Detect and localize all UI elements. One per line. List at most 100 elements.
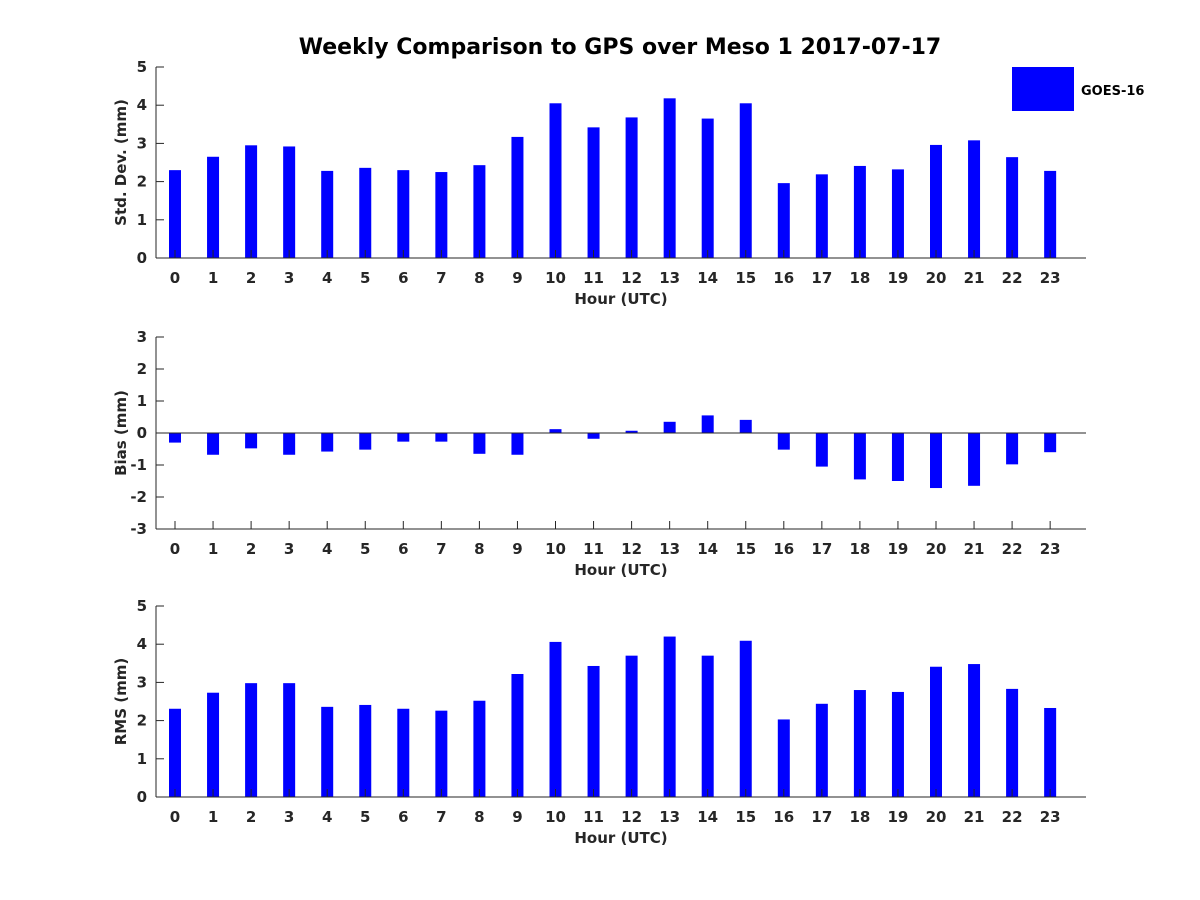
bar-hour-14 [701,118,714,258]
y-tick-label: 1 [137,211,147,229]
bar-hour-15 [739,419,752,433]
x-tick-label: 18 [849,540,870,558]
bar-hour-5 [359,704,372,797]
x-tick-label: 14 [697,269,718,287]
bar-hour-19 [891,691,904,797]
y-tick-label: 0 [137,788,147,806]
chart-title: Weekly Comparison to GPS over Meso 1 201… [299,35,941,60]
bar-hour-0 [169,433,181,443]
y-tick-label: -1 [130,456,147,474]
x-tick-label: 18 [849,269,870,287]
legend-label: GOES-16 [1081,84,1144,99]
legend-swatch [1012,67,1074,111]
bar-hour-11 [587,665,600,797]
x-tick-label: 15 [735,269,756,287]
x-axis-label: Hour (UTC) [574,829,667,847]
bar-hour-12 [625,655,638,797]
x-axis-label: Hour (UTC) [574,290,667,308]
x-tick-label: 21 [964,540,985,558]
x-tick-label: 6 [398,540,408,558]
x-tick-label: 15 [735,808,756,826]
bar-hour-22 [1006,433,1019,465]
bar-hour-23 [1044,707,1057,797]
bar-hour-7 [435,710,448,797]
x-tick-label: 23 [1040,269,1061,287]
bar-hour-6 [397,708,410,797]
y-axis-label: Bias (mm) [112,390,130,476]
bar-hour-8 [473,165,486,258]
x-tick-label: 7 [436,269,446,287]
bar-hour-13 [663,98,676,258]
y-axis-label: Std. Dev. (mm) [112,99,130,226]
bar-hour-4 [321,170,334,258]
bar-hour-12 [625,117,638,258]
bar-hour-11 [587,433,600,439]
y-tick-label: 3 [137,673,147,691]
bar-hour-6 [397,433,410,442]
bar-hour-19 [891,169,904,258]
bar-hour-21 [968,433,981,486]
x-tick-label: 2 [246,808,256,826]
x-tick-label: 0 [170,269,180,287]
x-tick-label: 3 [284,540,294,558]
bar-hour-20 [930,433,942,489]
bar-hour-3 [283,433,296,455]
bar-hour-10 [549,103,562,258]
x-tick-label: 19 [888,269,909,287]
bar-hour-22 [1006,688,1019,797]
x-tick-label: 4 [322,808,332,826]
x-tick-label: 20 [926,808,947,826]
y-tick-label: 2 [137,712,147,730]
x-tick-label: 14 [697,808,718,826]
x-tick-label: 13 [659,269,680,287]
bar-hour-1 [207,692,220,797]
bar-hour-18 [853,433,866,480]
y-tick-label: 5 [137,58,147,76]
y-tick-label: 4 [137,96,147,114]
bar-hour-14 [701,415,714,433]
x-tick-label: 14 [697,540,718,558]
x-tick-label: 17 [811,540,832,558]
x-tick-label: 18 [849,808,870,826]
x-tick-label: 11 [583,808,604,826]
x-tick-label: 21 [964,808,985,826]
x-tick-label: 10 [545,269,566,287]
x-tick-label: 1 [208,269,218,287]
x-tick-label: 13 [659,808,680,826]
y-tick-label: 3 [137,328,147,346]
y-tick-label: 3 [137,134,147,152]
x-tick-label: 0 [170,808,180,826]
bar-hour-4 [321,706,334,797]
bar-hour-16 [777,719,790,797]
x-tick-label: 4 [322,269,332,287]
x-tick-label: 10 [545,808,566,826]
bar-hour-19 [891,433,904,481]
x-tick-label: 3 [284,269,294,287]
x-tick-label: 7 [436,808,446,826]
bar-hour-3 [283,146,296,258]
bar-hour-1 [207,156,220,258]
bar-hour-13 [663,421,676,433]
bar-hour-13 [663,636,676,797]
y-tick-label: 1 [137,392,147,410]
bar-hour-16 [777,183,790,258]
y-tick-label: -3 [130,520,147,538]
bar-hour-16 [777,433,790,450]
bar-hour-18 [853,690,866,797]
bar-hour-2 [245,683,258,797]
bar-hour-7 [435,172,448,258]
y-tick-label: 2 [137,360,147,378]
x-tick-label: 23 [1040,540,1061,558]
bar-hour-5 [359,433,372,450]
x-tick-label: 21 [964,269,985,287]
x-tick-label: 22 [1002,269,1023,287]
x-tick-label: 1 [208,808,218,826]
x-tick-label: 8 [474,269,484,287]
x-tick-label: 11 [583,540,604,558]
bar-hour-17 [815,703,828,797]
bar-hour-23 [1044,170,1057,258]
x-tick-label: 20 [926,269,947,287]
bar-hour-10 [549,641,562,797]
bar-hour-5 [359,167,372,258]
